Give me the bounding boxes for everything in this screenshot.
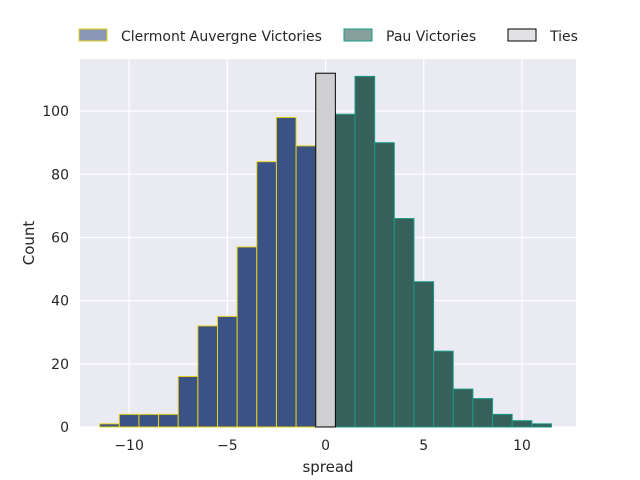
bar-series-0-bin-9: [275, 116, 297, 428]
bar-series-1-bin-3: [393, 218, 415, 428]
bar-series-1-bin-1: [354, 75, 376, 428]
x-tick-label: 5: [419, 438, 428, 454]
y-tick-label: 80: [51, 167, 69, 183]
y-tick-label: 40: [51, 294, 69, 310]
bar-series-0-bin-4: [177, 375, 199, 428]
bar-series-0-bin-5: [197, 325, 219, 428]
bar-series-1-bin-10: [531, 423, 552, 428]
legend-label-1: Pau Victories: [386, 29, 476, 45]
x-tick-label: 0: [321, 438, 330, 454]
bar-series-0-bin-1: [118, 413, 140, 428]
x-tick-label: −5: [217, 438, 238, 454]
y-tick-label: 100: [42, 104, 69, 120]
legend-label-0: Clermont Auvergne Victories: [121, 29, 322, 45]
x-axis-label: spread: [302, 458, 353, 476]
y-axis-label: Count: [20, 221, 38, 266]
bar-series-1-bin-9: [511, 420, 533, 428]
bar-series-0-bin-10: [295, 145, 317, 428]
x-axis-ticks: −10 −5 0 5 10: [114, 438, 531, 454]
x-tick-label: 10: [513, 438, 531, 454]
y-tick-label: 60: [51, 230, 69, 246]
y-tick-label: 0: [60, 420, 69, 436]
bar-series-1-bin-2: [374, 142, 395, 428]
bar-series-1-bin-5: [433, 350, 454, 428]
bar-series-0-bin-3: [158, 413, 179, 428]
bar-series-2-bin-0: [315, 72, 336, 428]
legend-label-2: Ties: [549, 29, 578, 45]
bar-series-1-bin-7: [472, 398, 494, 428]
bar-series-1-bin-4: [413, 281, 435, 428]
y-axis-ticks: 0 20 40 60 80 100: [42, 104, 69, 436]
bar-series-0-bin-0: [99, 423, 120, 428]
bar-series-0-bin-8: [256, 161, 277, 428]
bar-series-0-bin-6: [217, 315, 238, 428]
legend-swatch-1: [343, 28, 373, 42]
legend-swatch-0: [78, 28, 108, 42]
legend-swatch-2: [507, 28, 537, 42]
bar-series-1-bin-8: [492, 413, 513, 428]
x-tick-label: −10: [114, 438, 144, 454]
bars: [99, 72, 552, 428]
bar-series-1-bin-6: [452, 388, 474, 428]
y-tick-label: 20: [51, 357, 69, 373]
bar-series-0-bin-2: [138, 413, 160, 428]
bar-series-0-bin-7: [236, 246, 258, 428]
bar-series-1-bin-0: [334, 113, 356, 428]
legend: Clermont Auvergne Victories Pau Victories…: [78, 28, 578, 45]
